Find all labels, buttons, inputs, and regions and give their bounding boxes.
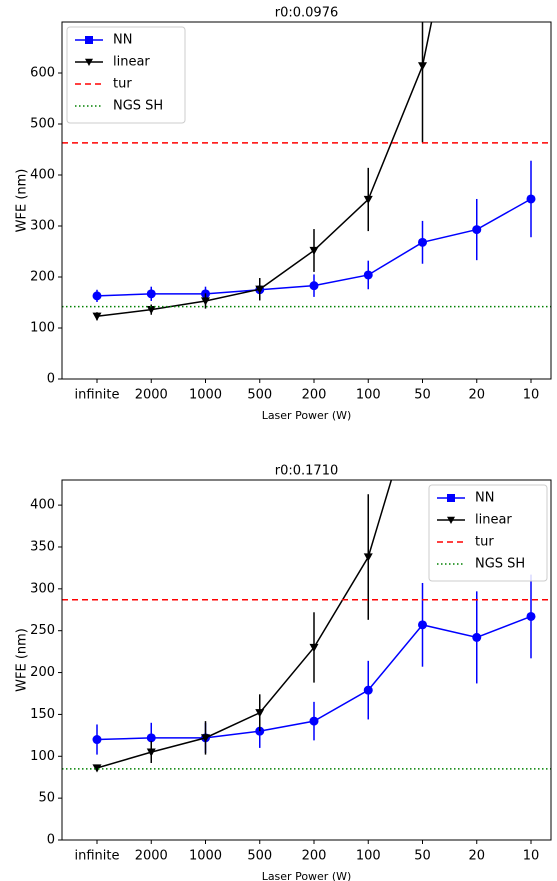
- x-tick-label: 1000: [189, 388, 222, 403]
- legend-label: NGS SH: [113, 99, 163, 114]
- y-tick-label: 150: [30, 707, 55, 722]
- marker: [92, 735, 102, 745]
- marker: [146, 306, 156, 315]
- chart-title: r0:0.1710: [275, 464, 338, 479]
- x-tick-label: 50: [414, 849, 431, 864]
- marker: [526, 194, 536, 204]
- marker: [363, 270, 373, 280]
- marker: [201, 297, 210, 306]
- y-tick-label: 300: [30, 581, 55, 596]
- legend-label: linear: [475, 513, 512, 528]
- marker: [363, 195, 373, 204]
- y-axis-label: WFE (nm): [15, 628, 30, 692]
- legend-label: linear: [113, 55, 150, 70]
- x-tick-label: 500: [247, 849, 272, 864]
- y-tick-label: 250: [30, 623, 55, 638]
- x-tick-label: 50: [414, 388, 431, 403]
- legend: NN linear tur NGS SH: [428, 484, 548, 582]
- marker: [363, 553, 373, 562]
- marker: [255, 285, 265, 294]
- legend: NN linear tur NGS SH: [66, 26, 186, 124]
- x-tick-label: infinite: [75, 849, 120, 864]
- marker: [201, 734, 210, 743]
- legend-box: [428, 484, 548, 582]
- marker: [255, 709, 265, 718]
- x-tick-label: 200: [302, 849, 327, 864]
- marker: [146, 289, 156, 299]
- y-tick-label: 50: [38, 791, 55, 806]
- x-tick-label: 2000: [135, 849, 168, 864]
- legend-label: NGS SH: [475, 557, 525, 572]
- chart-title: r0:0.0976: [275, 6, 338, 21]
- legend-label: tur: [475, 535, 494, 550]
- marker: [472, 225, 482, 235]
- y-tick-label: 300: [30, 219, 55, 234]
- y-tick-label: 500: [30, 117, 55, 132]
- x-tick-label: 10: [523, 849, 540, 864]
- marker: [92, 764, 102, 773]
- marker: [146, 733, 156, 743]
- marker: [92, 291, 102, 301]
- legend-box: [66, 26, 186, 124]
- legend-marker: [85, 36, 93, 44]
- marker: [309, 716, 319, 726]
- x-tick-label: 20: [468, 388, 485, 403]
- x-tick-label: 100: [356, 388, 381, 403]
- x-tick-label: 100: [356, 849, 381, 864]
- x-axis-label: Laser Power (W): [262, 409, 352, 422]
- y-tick-label: 400: [30, 498, 55, 513]
- y-tick-label: 0: [47, 833, 55, 848]
- legend-label: NN: [475, 491, 494, 506]
- marker: [309, 643, 319, 652]
- x-tick-label: 20: [468, 849, 485, 864]
- legend-label: tur: [113, 77, 132, 92]
- marker: [472, 632, 482, 642]
- plot-area: [62, 22, 551, 321]
- marker: [472, 167, 481, 175]
- axes-frame: [61, 21, 552, 380]
- y-tick-label: 400: [30, 168, 55, 183]
- marker: [363, 685, 373, 695]
- marker: [526, 611, 536, 621]
- legend-marker: [447, 516, 455, 524]
- marker: [146, 748, 156, 757]
- y-tick-label: 100: [30, 749, 55, 764]
- x-tick-label: 2000: [135, 388, 168, 403]
- marker: [309, 281, 319, 291]
- marker: [418, 237, 427, 247]
- y-tick-label: 200: [30, 270, 55, 285]
- legend-marker: [447, 494, 455, 502]
- x-axis-label: Laser Power (W): [262, 870, 352, 881]
- marker: [418, 62, 427, 71]
- y-tick-label: 200: [30, 665, 55, 680]
- legend-label: NN: [113, 33, 132, 48]
- x-tick-label: 200: [302, 388, 327, 403]
- x-tick-label: 500: [247, 388, 272, 403]
- x-tick-label: 1000: [189, 849, 222, 864]
- x-tick-label: infinite: [75, 388, 120, 403]
- marker: [418, 620, 427, 630]
- y-axis-label: WFE (nm): [15, 169, 30, 233]
- plot-area: [62, 167, 551, 773]
- marker: [309, 246, 319, 255]
- marker: [92, 312, 102, 321]
- y-tick-label: 100: [30, 321, 55, 336]
- y-tick-label: 0: [47, 372, 55, 387]
- chart: r0:0.0976 Laser Power (W) WFE (nm) 0 100 200 3…: [15, 6, 552, 422]
- legend-marker: [85, 58, 93, 66]
- y-tick-label: 350: [30, 539, 55, 554]
- x-tick-label: 10: [523, 388, 540, 403]
- axes-frame: [61, 479, 552, 841]
- y-tick-label: 600: [30, 66, 55, 81]
